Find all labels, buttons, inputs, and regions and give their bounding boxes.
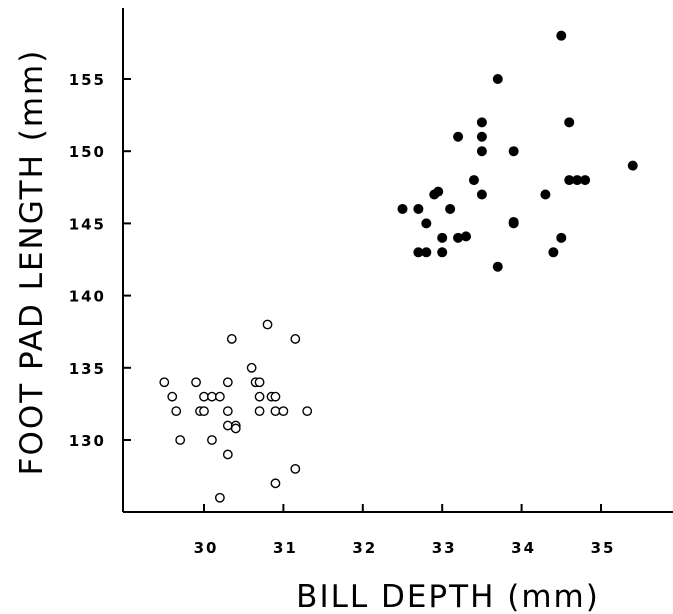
filled-data-point [564, 175, 575, 186]
y-tick-label: 140 [69, 288, 106, 306]
filled-data-point [627, 160, 638, 171]
open-data-point [290, 334, 301, 344]
filled-data-point [540, 189, 551, 200]
y-axis-ticks: 130 135 140 145 150 155 [69, 71, 131, 450]
open-data-point [222, 420, 233, 431]
filled-data-point [461, 231, 472, 242]
open-data-point [199, 391, 209, 402]
filled-data-point [437, 247, 448, 258]
open-data-point [214, 391, 225, 402]
open-data-point [254, 377, 265, 388]
filled-data-point [556, 232, 567, 243]
open-data-point [262, 319, 273, 330]
filled-data-point [572, 175, 583, 186]
open-data-point [254, 406, 265, 417]
x-tick-label: 35 [591, 539, 616, 557]
open-data-point [302, 406, 313, 417]
x-axis-title: BILL DEPTH (mm) [296, 579, 600, 614]
open-data-point [207, 435, 217, 445]
filled-data-point [492, 74, 503, 84]
filled-data-point [453, 232, 464, 243]
open-data-point [199, 406, 209, 417]
filled-data-point [580, 175, 591, 186]
open-data-point [222, 449, 233, 460]
filled-data-point [397, 203, 408, 214]
filled-data-point [508, 146, 519, 157]
filled-data-point [433, 186, 444, 197]
x-tick-label: 30 [194, 539, 219, 557]
filled-data-point [437, 232, 448, 243]
y-tick-label: 130 [69, 432, 106, 450]
x-tick-label: 32 [352, 539, 377, 557]
open-data-point [270, 406, 281, 417]
open-data-point [270, 391, 281, 402]
filled-data-point [556, 30, 567, 41]
filled-data-point [413, 203, 424, 214]
y-tick-label: 155 [69, 71, 106, 89]
open-data-point [159, 377, 170, 388]
open-data-point [270, 478, 281, 489]
x-axis-ticks: 30 31 32 33 34 35 [194, 504, 616, 557]
filled-data-point [453, 131, 464, 142]
filled-data-point [508, 216, 519, 227]
filled-data-point [421, 218, 432, 229]
data-points [159, 30, 638, 503]
axes [122, 8, 673, 513]
open-data-point [246, 362, 257, 373]
x-tick-label: 34 [511, 539, 536, 557]
filled-data-point [476, 117, 487, 128]
open-data-point [222, 406, 233, 417]
open-data-point [222, 377, 233, 388]
open-data-point [191, 377, 201, 388]
open-data-point [171, 406, 182, 417]
open-data-point [290, 463, 301, 474]
open-data-point [175, 435, 186, 445]
x-tick-label: 33 [432, 539, 457, 557]
filled-data-point [445, 203, 456, 214]
filled-data-point [564, 117, 575, 128]
open-data-point [226, 334, 237, 344]
open-data-point [167, 391, 178, 402]
y-tick-label: 150 [69, 143, 106, 161]
filled-data-point [476, 146, 487, 157]
filled-data-point [413, 247, 424, 258]
filled-data-point [421, 247, 432, 258]
filled-data-point [476, 131, 487, 142]
filled-data-point [476, 189, 487, 200]
filled-data-point [468, 175, 479, 186]
open-data-point [214, 492, 225, 503]
y-tick-label: 145 [69, 215, 106, 233]
open-data-point [207, 391, 217, 402]
x-tick-label: 31 [273, 539, 298, 557]
filled-data-point [492, 261, 503, 272]
open-data-point [254, 391, 265, 402]
y-axis-title: FOOT PAD LENGTH (mm) [14, 49, 50, 476]
open-data-point [230, 423, 241, 434]
y-tick-label: 135 [69, 360, 106, 378]
open-data-point [278, 406, 289, 417]
filled-data-point [548, 247, 559, 258]
